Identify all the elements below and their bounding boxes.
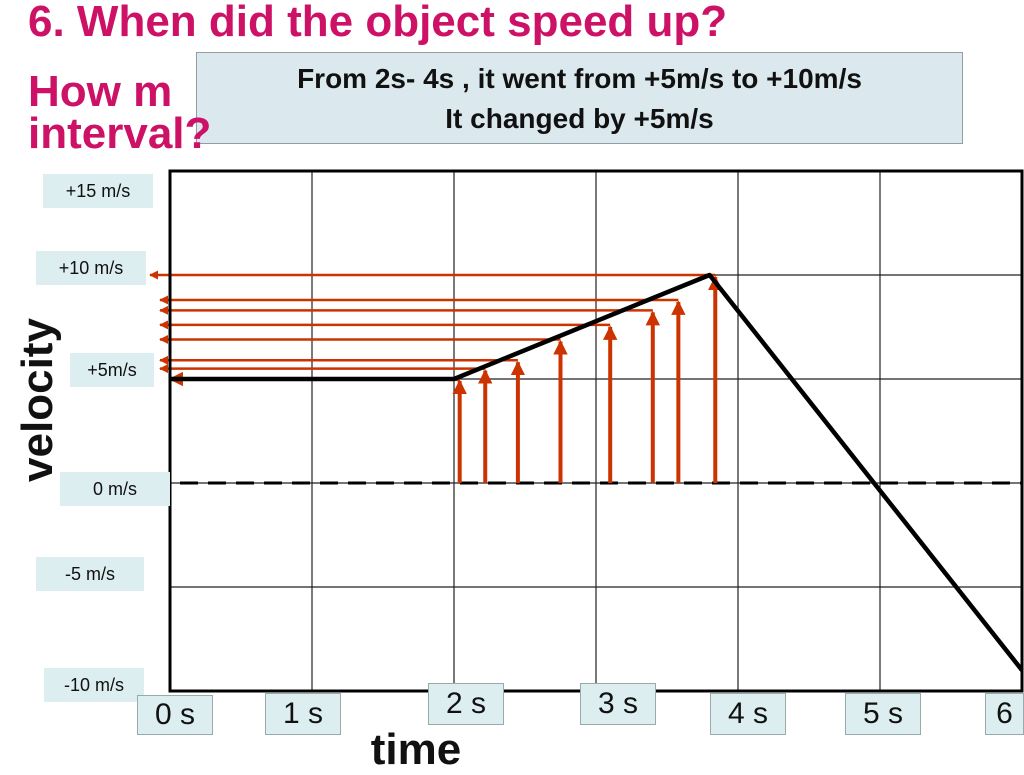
y-axis-label: velocity	[13, 318, 62, 482]
y-tick-label: -5 m/s	[36, 557, 144, 591]
question-line-2: How m	[28, 67, 173, 116]
answer-box: From 2s- 4s , it went from +5m/s to +10m…	[196, 52, 963, 144]
y-tick-label: 0 m/s	[60, 472, 170, 506]
question-line-3: interval?	[28, 109, 212, 158]
chart-grid	[170, 171, 1022, 691]
velocity-line	[170, 272, 1024, 672]
x-tick-label: 1 s	[265, 693, 341, 735]
y-tick-label: -10 m/s	[44, 668, 144, 702]
x-axis-label: time	[370, 725, 462, 774]
x-tick-label: 4 s	[710, 693, 786, 735]
answer-line-2: It changed by +5m/s	[445, 103, 714, 134]
x-tick-label: 0 s	[137, 695, 213, 735]
answer-line-1: From 2s- 4s , it went from +5m/s to +10m…	[297, 63, 862, 94]
y-tick-label: +15 m/s	[43, 174, 153, 208]
x-tick-label: 5 s	[845, 693, 921, 735]
y-tick-label: +10 m/s	[36, 251, 146, 285]
x-tick-label: 6	[985, 693, 1024, 735]
velocity-line	[170, 272, 1024, 672]
page-title: 6. When did the object speed up?	[28, 0, 728, 46]
y-tick-label: +5m/s	[70, 353, 154, 387]
x-tick-label: 2 s	[428, 683, 504, 725]
x-tick-label: 3 s	[580, 683, 656, 725]
